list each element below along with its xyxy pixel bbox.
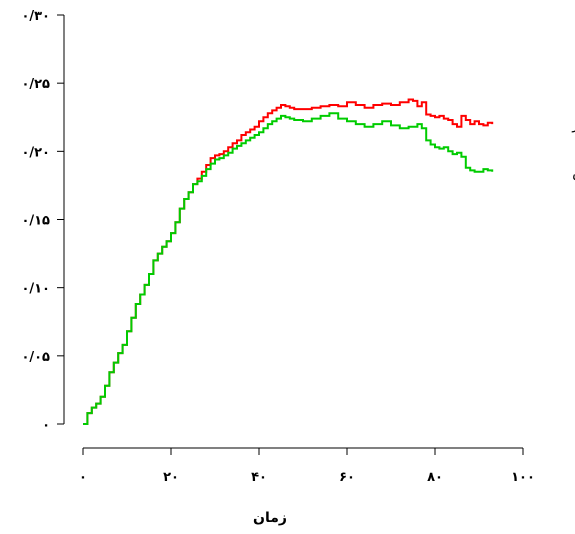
series-label-0: کاپلان مایر <box>571 117 575 133</box>
series-line-0 <box>83 98 494 425</box>
y-tick-label: ۰/۰۵ <box>21 350 50 365</box>
x-tick-label: ۰ <box>79 470 87 485</box>
y-tick-label: ۰/۱۰ <box>21 282 50 297</box>
x-axis: ۰ ۲۰ ۴۰ ۶۰ ۸۰ ۱۰۰ <box>79 447 535 485</box>
series-lines <box>83 98 494 425</box>
x-tick-label: ۶۰ <box>339 470 355 485</box>
series-labels: کاپلان مایر کاکس <box>571 117 575 181</box>
x-tick-label: ۱۰۰ <box>511 470 535 485</box>
x-tick-label: ۴۰ <box>251 470 267 485</box>
y-tick-label: ۰/۲۰ <box>21 145 50 160</box>
x-axis-title: زمان <box>253 510 287 526</box>
y-tick-label: ۰/۳۰ <box>21 9 50 24</box>
y-axis: ۰ ۰/۰۵ ۰/۱۰ ۰/۱۵ ۰/۲۰ ۰/۲۵ ۰/۳۰ <box>21 9 65 433</box>
series-line-1 <box>83 112 494 425</box>
y-tick-label: ۰ <box>42 418 50 433</box>
x-tick-label: ۲۰ <box>163 470 179 485</box>
y-tick-label: ۰/۱۵ <box>21 214 50 229</box>
y-tick-label: ۰/۲۵ <box>21 77 50 92</box>
x-tick-label: ۸۰ <box>427 470 443 485</box>
series-label-1: کاکس <box>572 165 575 181</box>
